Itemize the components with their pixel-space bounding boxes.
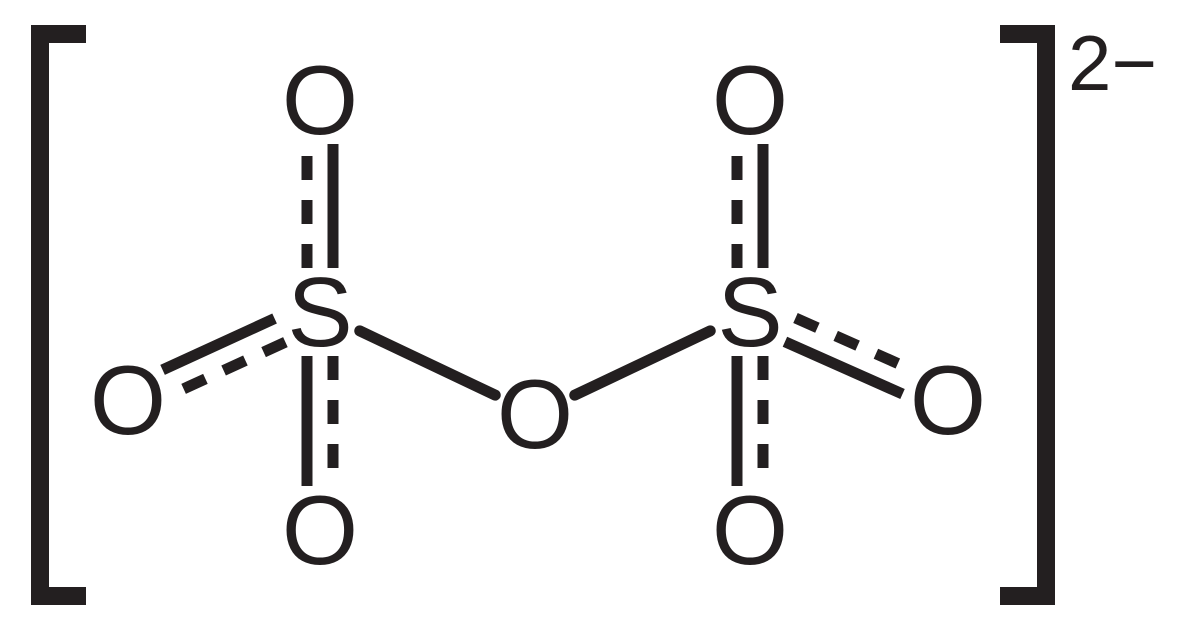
double-bond-solid	[163, 319, 275, 370]
atom-label-O1t: O	[282, 45, 358, 155]
double-bond-solid	[785, 342, 903, 394]
atom-label-S2: S	[717, 257, 782, 367]
atom-label-O1l: O	[90, 345, 166, 455]
single-bond	[575, 331, 710, 395]
right-bracket	[1000, 34, 1046, 596]
atom-label-O2b: O	[712, 475, 788, 585]
left-bracket	[40, 34, 86, 596]
double-bond-dashed	[795, 318, 913, 370]
atom-label-O2r: O	[910, 345, 986, 455]
atom-label-O_br: O	[497, 359, 573, 469]
atom-label-O1b: O	[282, 475, 358, 585]
single-bond	[360, 331, 495, 395]
atom-label-S1: S	[287, 257, 352, 367]
atom-label-O2t: O	[712, 45, 788, 155]
double-bond-dashed	[173, 342, 285, 393]
ion-charge: 2−	[1068, 19, 1157, 107]
